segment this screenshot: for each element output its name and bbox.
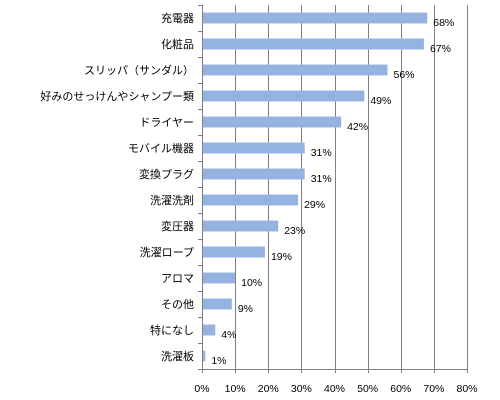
data-label: 67% bbox=[430, 43, 451, 55]
bar bbox=[203, 272, 236, 284]
bar bbox=[203, 246, 265, 258]
grid-lines bbox=[235, 5, 468, 369]
category-label: 化粧品 bbox=[161, 37, 194, 51]
data-label: 31% bbox=[311, 147, 332, 159]
bar bbox=[203, 12, 428, 24]
data-label: 10% bbox=[241, 277, 262, 289]
x-tick-label: 60% bbox=[390, 383, 411, 395]
category-label: 変換プラグ bbox=[139, 167, 194, 181]
data-label: 49% bbox=[370, 95, 391, 107]
x-tick-label: 80% bbox=[456, 383, 477, 395]
bar bbox=[203, 298, 232, 310]
x-tick-label: 70% bbox=[423, 383, 444, 395]
x-tick-label: 10% bbox=[225, 383, 246, 395]
bar bbox=[203, 90, 365, 102]
x-tick-label: 30% bbox=[291, 383, 312, 395]
x-tick-label: 50% bbox=[357, 383, 378, 395]
bar bbox=[203, 168, 305, 180]
category-label: 特になし bbox=[150, 323, 194, 337]
bar bbox=[203, 194, 299, 206]
x-tick-label: 40% bbox=[324, 383, 345, 395]
category-label: 好みのせっけんやシャンプー類 bbox=[40, 89, 194, 103]
data-label: 4% bbox=[221, 329, 236, 341]
category-label: アロマ bbox=[161, 272, 194, 285]
bar bbox=[203, 350, 206, 362]
bars bbox=[203, 12, 428, 362]
category-label: 充電器 bbox=[161, 11, 194, 25]
category-label: その他 bbox=[161, 298, 194, 311]
data-label: 23% bbox=[284, 225, 305, 237]
data-label: 19% bbox=[271, 251, 292, 263]
labels: 0% 10% 20% 30% 40% 50% 60% 70% 80% 充電器 68% 化粧品 67% スリ… bbox=[40, 11, 477, 395]
data-label: 1% bbox=[211, 355, 226, 367]
bar bbox=[203, 142, 305, 154]
data-label: 68% bbox=[433, 17, 454, 29]
axes bbox=[198, 5, 468, 373]
x-tick-label: 0% bbox=[194, 383, 209, 395]
category-label: スリッパ（サンダル） bbox=[84, 63, 194, 77]
category-label: 洗濯洗剤 bbox=[150, 193, 194, 207]
x-tick-label: 20% bbox=[258, 383, 279, 395]
bar bbox=[203, 116, 342, 128]
bar bbox=[203, 64, 388, 76]
category-label: モバイル機器 bbox=[128, 141, 194, 155]
data-label: 31% bbox=[311, 173, 332, 185]
data-label: 42% bbox=[347, 121, 368, 133]
bar bbox=[203, 38, 424, 50]
bar bbox=[203, 324, 216, 336]
data-label: 56% bbox=[394, 69, 415, 81]
data-label: 29% bbox=[304, 199, 325, 211]
category-label: ドライヤー bbox=[139, 116, 194, 129]
category-label: 変圧器 bbox=[161, 219, 194, 233]
bar bbox=[203, 220, 279, 232]
category-label: 洗濯板 bbox=[161, 349, 194, 363]
category-label: 洗濯ロープ bbox=[140, 246, 194, 259]
data-label: 9% bbox=[238, 303, 253, 315]
